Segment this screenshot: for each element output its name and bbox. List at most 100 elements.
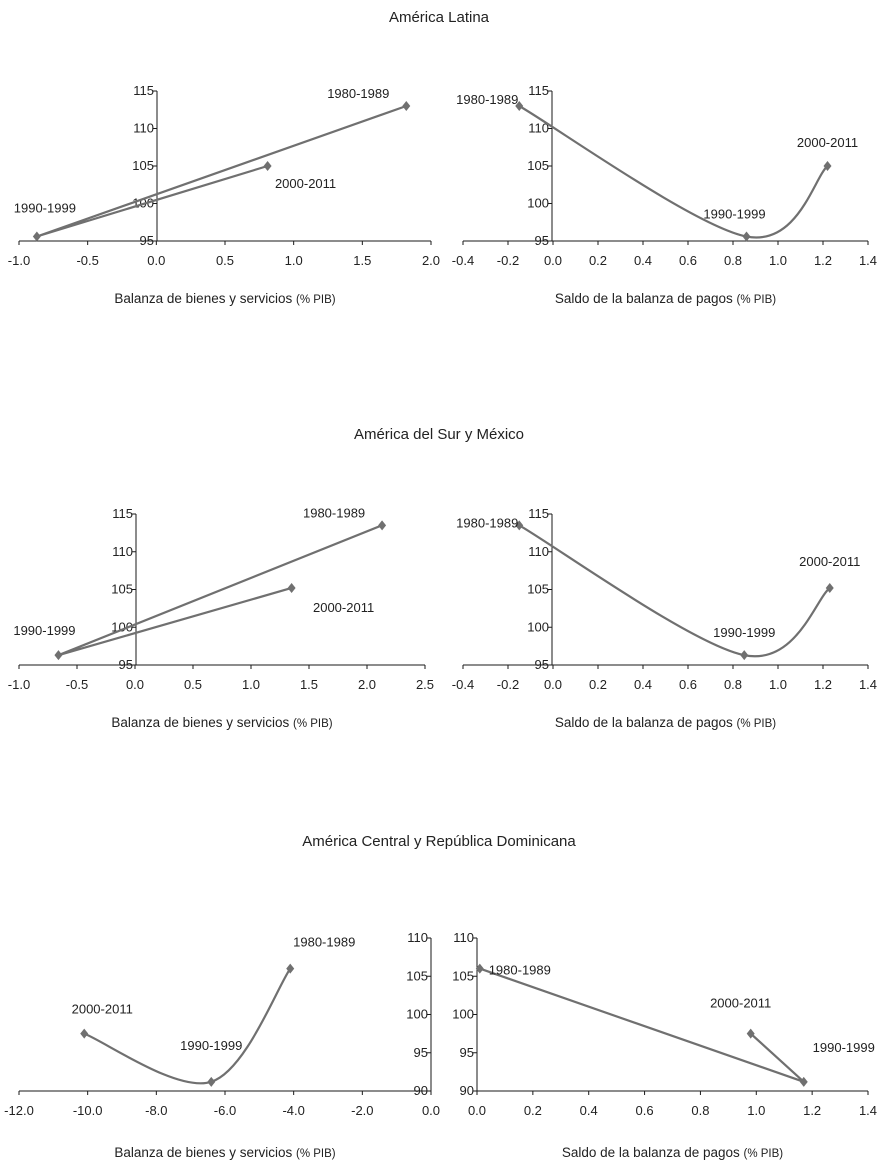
- data-point-label: 2000-2011: [275, 176, 336, 191]
- x-tick-label: 0.8: [724, 677, 742, 692]
- x-axis-label: Balanza de bienes y servicios (% PIB): [111, 715, 332, 730]
- chart-title: América del Sur y México: [354, 426, 524, 443]
- x-tick-label: -0.4: [452, 253, 474, 268]
- x-tick-label: -0.5: [66, 677, 88, 692]
- x-axis-label: Balanza de bienes y servicios (% PIB): [114, 1145, 335, 1160]
- data-point-marker: [799, 1076, 808, 1087]
- y-tick-label: 105: [132, 158, 154, 173]
- data-point-label: 2000-2011: [313, 600, 374, 615]
- data-point-label: 1980-1989: [456, 92, 518, 107]
- x-tick-label: 0.0: [544, 677, 562, 692]
- data-point-label: 1990-1999: [813, 1040, 875, 1055]
- x-tick-label: 1.2: [814, 677, 832, 692]
- x-tick-label: -1.0: [8, 677, 30, 692]
- x-tick-label: 1.0: [769, 253, 787, 268]
- y-tick-label: 105: [527, 158, 549, 173]
- x-axis-label-text: Balanza de bienes y servicios: [114, 291, 296, 306]
- data-point-marker: [286, 963, 295, 974]
- x-tick-label: 0.6: [679, 677, 697, 692]
- x-tick-label: 1.4: [859, 253, 877, 268]
- data-point-label: 1990-1999: [180, 1038, 242, 1053]
- panel-2-2: -0.4 -0.2 0.0 0.2 0.4 0.6 0.8 1.0 1.2 1.4 95 100 105…: [452, 506, 877, 730]
- x-tick-label: 2.0: [358, 677, 376, 692]
- y-tick-label: 95: [414, 1045, 428, 1060]
- y-tick-label: 100: [527, 619, 549, 634]
- x-tick-label: 0.8: [724, 253, 742, 268]
- data-point-label: 1990-1999: [13, 623, 75, 638]
- data-point-marker: [825, 582, 834, 593]
- y-tick-label: 100: [406, 1007, 428, 1022]
- data-point-marker: [742, 231, 751, 242]
- data-point-label: 1980-1989: [303, 505, 365, 520]
- x-tick-label: 1.0: [285, 253, 303, 268]
- x-tick-label: 1.0: [747, 1103, 765, 1118]
- chart-title: América Latina: [389, 9, 490, 26]
- y-tick-label: 95: [535, 233, 549, 248]
- x-tick-label: 0.0: [544, 253, 562, 268]
- y-tick-label: 110: [528, 544, 549, 559]
- y-tick-label: 100: [452, 1007, 474, 1022]
- data-point-label: 1980-1989: [456, 515, 518, 530]
- data-point-label: 1980-1989: [489, 963, 551, 978]
- x-tick-label: 0.0: [422, 1103, 440, 1118]
- x-axis-label-unit: (% PIB): [744, 1148, 784, 1160]
- x-axis-label-unit: (% PIB): [737, 294, 777, 306]
- data-point-marker: [54, 650, 63, 661]
- panel-2-1: -1.0 -0.5 0.0 0.5 1.0 1.5 2.0 2.5 95 100 105 110 115…: [8, 505, 434, 730]
- data-point-marker: [515, 101, 524, 111]
- x-axis-label-unit: (% PIB): [737, 718, 777, 730]
- data-point-marker: [746, 1028, 755, 1039]
- data-point-marker: [80, 1028, 89, 1039]
- y-tick-label: 105: [527, 582, 549, 597]
- x-axis-label-unit: (% PIB): [296, 1148, 336, 1160]
- x-tick-label: -0.2: [497, 253, 519, 268]
- y-tick-label: 100: [111, 619, 133, 634]
- x-tick-label: 0.6: [636, 1103, 654, 1118]
- series-line: [518, 524, 831, 658]
- y-tick-label: 95: [460, 1045, 474, 1060]
- chart-group-1: América Latina -1.0 -0.5 0.0 0.5 1.0 1.5 2.0 95 1…: [8, 9, 877, 306]
- x-tick-label: 0.2: [524, 1103, 542, 1118]
- x-tick-label: 0.4: [634, 677, 652, 692]
- x-tick-label: 2.5: [416, 677, 434, 692]
- x-tick-label: 0.2: [589, 253, 607, 268]
- data-point-label: 1990-1999: [703, 207, 765, 222]
- chart-group-3: América Central y República Dominicana -1…: [4, 833, 877, 1160]
- x-tick-label: 0.6: [679, 253, 697, 268]
- x-tick-label: 0.8: [691, 1103, 709, 1118]
- chart-group-2: América del Sur y México -1.0 -0.5 0.0 0.5 1.…: [8, 426, 877, 730]
- y-tick-label: 105: [111, 582, 133, 597]
- x-tick-label: 0.0: [126, 677, 144, 692]
- series-line: [479, 967, 805, 1083]
- y-tick-label: 95: [119, 657, 133, 672]
- panel-1-1: -1.0 -0.5 0.0 0.5 1.0 1.5 2.095100105110115Bal…: [8, 83, 440, 306]
- data-point-label: 1980-1989: [293, 935, 355, 950]
- x-axis-label-unit: (% PIB): [296, 294, 336, 306]
- x-tick-label: 0.0: [147, 253, 165, 268]
- data-point-label: 1980-1989: [327, 86, 389, 101]
- x-tick-label: -0.4: [452, 677, 474, 692]
- y-tick-label: 115: [112, 506, 133, 521]
- y-tick-label: 100: [527, 196, 549, 211]
- panel-3-1: -12.0 -10.0 -8.0 -6.0 -4.0 -2.0 0.0 90 95 100 105 1…: [4, 930, 440, 1160]
- panel-3-2: 0.0 0.2 0.4 0.6 0.8 1.0 1.2 1.4 90 95 100 105 110 Sal…: [452, 930, 877, 1160]
- x-tick-label: 1.2: [803, 1103, 821, 1118]
- x-tick-label: 1.5: [353, 253, 371, 268]
- y-tick-label: 90: [460, 1083, 474, 1098]
- x-axis-label-unit: (% PIB): [293, 718, 333, 730]
- series-line: [36, 104, 407, 238]
- data-point-label: 2000-2011: [799, 554, 860, 569]
- x-tick-label: -0.5: [76, 253, 98, 268]
- data-point-marker: [207, 1076, 216, 1087]
- x-tick-label: 0.5: [216, 253, 234, 268]
- data-point-marker: [475, 963, 484, 974]
- x-axis-label-text: Saldo de la balanza de pagos: [562, 1145, 744, 1160]
- y-tick-label: 90: [414, 1083, 428, 1098]
- y-tick-label: 110: [133, 121, 154, 136]
- x-tick-label: 0.4: [634, 253, 652, 268]
- y-tick-label: 115: [133, 83, 154, 98]
- series-line: [58, 524, 383, 657]
- x-axis-label-text: Balanza de bienes y servicios: [114, 1145, 296, 1160]
- x-tick-label: 0.2: [589, 677, 607, 692]
